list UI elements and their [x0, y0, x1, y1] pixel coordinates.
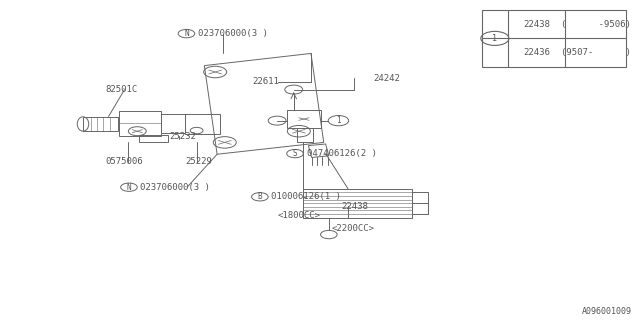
Bar [297, 128, 313, 142]
Text: 023706000(3 ): 023706000(3 ) [198, 29, 268, 38]
Bar [287, 110, 321, 128]
Bar [83, 117, 118, 131]
Text: <2200CC>: <2200CC> [332, 224, 375, 233]
Text: 22436: 22436 [523, 48, 550, 57]
Text: 82501C: 82501C [106, 85, 138, 94]
Bar [303, 189, 412, 218]
Bar [120, 111, 161, 136]
Bar [482, 10, 626, 67]
Text: 010006126(1 ): 010006126(1 ) [271, 192, 341, 201]
Text: (      -9506): ( -9506) [561, 20, 630, 28]
Text: 25232: 25232 [169, 132, 196, 140]
Text: A096001009: A096001009 [582, 308, 632, 316]
Text: <1800CC>: <1800CC> [278, 212, 321, 220]
Text: N: N [184, 29, 189, 38]
Text: 22611: 22611 [252, 77, 279, 86]
Bar [140, 135, 168, 142]
Text: 22438: 22438 [342, 202, 369, 211]
Text: 0575006: 0575006 [106, 157, 143, 166]
Text: B: B [257, 192, 262, 201]
Text: S: S [292, 149, 298, 158]
Text: 1: 1 [492, 34, 497, 43]
Text: (9507-      ): (9507- ) [561, 48, 630, 57]
Text: 22438: 22438 [523, 20, 550, 28]
Text: 24242: 24242 [374, 74, 401, 83]
Text: 047406126(2 ): 047406126(2 ) [307, 149, 376, 158]
Text: 023706000(3 ): 023706000(3 ) [140, 183, 211, 192]
Bar [412, 192, 428, 214]
Text: N: N [127, 183, 131, 192]
Bar [161, 114, 185, 133]
Bar [185, 114, 220, 134]
Text: 25229: 25229 [185, 157, 212, 166]
Bar [412, 203, 428, 214]
Text: 1: 1 [336, 116, 340, 125]
